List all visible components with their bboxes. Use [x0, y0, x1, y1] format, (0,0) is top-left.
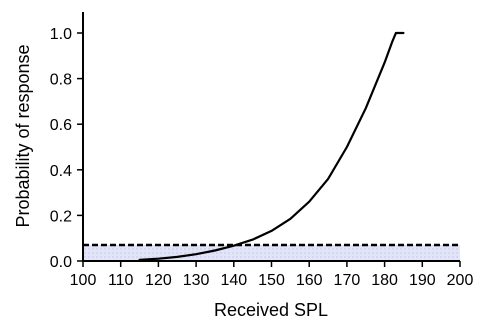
- y-tick-label: 0.8: [50, 72, 72, 89]
- x-tick-label: 160: [296, 272, 323, 289]
- y-tick-label: 1.0: [50, 26, 72, 43]
- x-tick-label: 140: [220, 272, 247, 289]
- x-tick-label: 130: [183, 272, 210, 289]
- y-tick-label: 0.2: [50, 208, 72, 225]
- x-tick-label: 100: [70, 272, 97, 289]
- y-tick-label: 0.4: [50, 163, 72, 180]
- y-tick-label: 0.6: [50, 117, 72, 134]
- x-tick-label: 180: [371, 272, 398, 289]
- x-tick-label: 120: [145, 272, 172, 289]
- x-tick-label: 190: [409, 272, 436, 289]
- y-tick-label: 0.0: [50, 254, 72, 271]
- y-axis-title: Probability of response: [13, 44, 33, 227]
- x-tick-label: 150: [258, 272, 285, 289]
- x-tick-label: 110: [108, 272, 134, 289]
- response-curve: [138, 31, 405, 261]
- x-tick-label: 170: [334, 272, 361, 289]
- shaded-band: [83, 245, 460, 261]
- x-axis-title: Received SPL: [214, 300, 328, 320]
- x-tick-label: 200: [447, 272, 474, 289]
